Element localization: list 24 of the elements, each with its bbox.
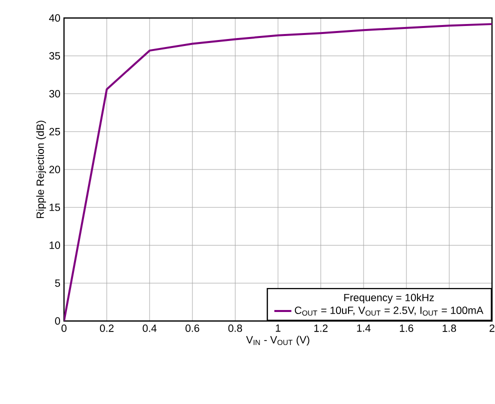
x-tick-label: 0.4 (142, 324, 157, 332)
y-tick-label: 10 (50, 242, 60, 249)
y-tick-label: 40 (49, 14, 60, 22)
x-tick-label: 1.8 (442, 324, 456, 332)
x-tick-label: 0 (62, 324, 66, 332)
y-tick-label: 15 (50, 204, 60, 212)
x-tick-label: 1.2 (314, 324, 328, 332)
y-tick-label: 25 (49, 128, 60, 136)
legend-title: Frequency = 10kHz (344, 294, 434, 304)
y-axis-title: Ripple Rejection (dB) (36, 120, 46, 218)
x-tick-label: 2 (490, 324, 494, 332)
y-tick-label: 0 (55, 317, 60, 325)
y-tick-label: 5 (55, 279, 60, 287)
x-tick-label: 0.2 (100, 324, 114, 332)
x-axis-title: V$_{IN}$ - V$_{OUT}$ (V) (246, 336, 310, 346)
y-tick-label: 20 (49, 166, 60, 174)
y-tick-label: 30 (49, 90, 60, 98)
y-tick-label: 35 (49, 52, 60, 60)
x-tick-label: 0.6 (186, 324, 200, 332)
x-tick-label: 1 (276, 324, 280, 332)
x-tick-label: 0.8 (228, 324, 242, 332)
legend-label: C$_{OUT}$ = 10uF, V$_{OUT}$ = 2.5V, I$_{OUT}$ = 100mA (294, 306, 484, 316)
x-tick-label: 1.6 (400, 324, 414, 332)
x-tick-label: 1.4 (357, 324, 371, 332)
